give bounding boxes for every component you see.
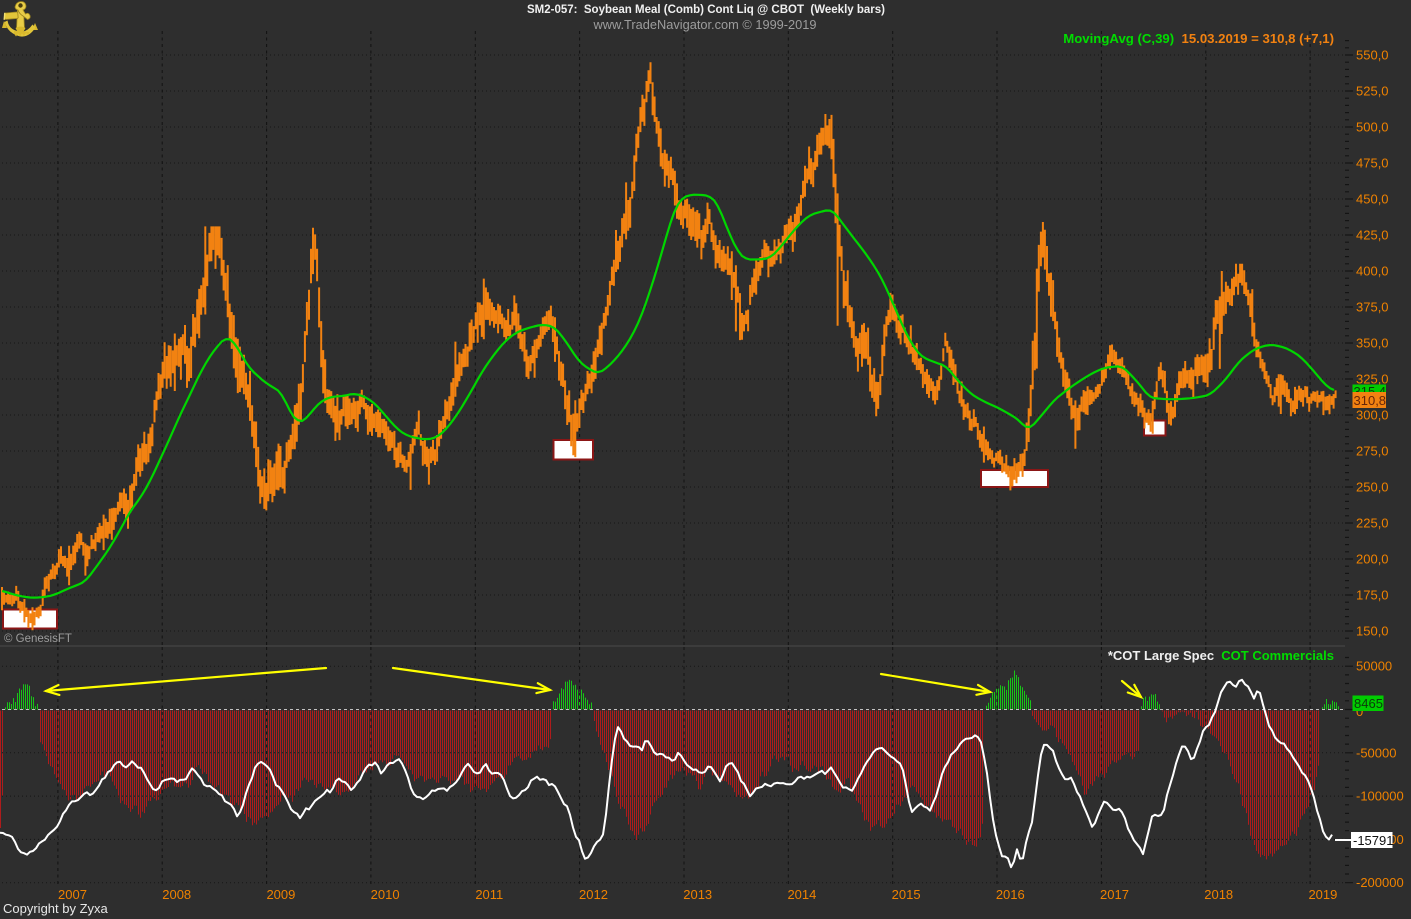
svg-text:-200000: -200000 bbox=[1356, 875, 1404, 890]
svg-text:SM2-057: Soybean Meal (Comb): SM2-057: Soybean Meal (Comb) Cont Liq @ … bbox=[527, 4, 885, 16]
svg-text:2007: 2007 bbox=[58, 887, 87, 902]
svg-text:525,0: 525,0 bbox=[1356, 84, 1389, 99]
svg-text:425,0: 425,0 bbox=[1356, 228, 1389, 243]
svg-text:0: 0 bbox=[1356, 704, 1363, 719]
svg-text:2017: 2017 bbox=[1100, 887, 1129, 902]
svg-text:275,0: 275,0 bbox=[1356, 444, 1389, 459]
svg-text:310,8: 310,8 bbox=[1354, 393, 1387, 408]
svg-text:2008: 2008 bbox=[162, 887, 191, 902]
svg-text:2009: 2009 bbox=[266, 887, 295, 902]
svg-text:2015: 2015 bbox=[892, 887, 921, 902]
svg-text:475,0: 475,0 bbox=[1356, 156, 1389, 171]
svg-text:-50000: -50000 bbox=[1356, 745, 1396, 760]
svg-text:375,0: 375,0 bbox=[1356, 300, 1389, 315]
svg-text:500,0: 500,0 bbox=[1356, 120, 1389, 135]
svg-text:© GenesisFT: © GenesisFT bbox=[4, 633, 72, 645]
svg-text:150,0: 150,0 bbox=[1356, 624, 1389, 639]
svg-text:8465: 8465 bbox=[1354, 696, 1383, 711]
svg-text:350,0: 350,0 bbox=[1356, 336, 1389, 351]
svg-text:2010: 2010 bbox=[371, 887, 400, 902]
svg-text:2011: 2011 bbox=[475, 887, 503, 902]
svg-text:www.TradeNavigator.com © 1999-: www.TradeNavigator.com © 1999-2019 bbox=[592, 17, 816, 32]
svg-text:550,0: 550,0 bbox=[1356, 48, 1389, 63]
svg-text:175,0: 175,0 bbox=[1356, 588, 1389, 603]
svg-text:450,0: 450,0 bbox=[1356, 192, 1389, 207]
svg-text:2016: 2016 bbox=[996, 887, 1025, 902]
svg-text:200,0: 200,0 bbox=[1356, 552, 1389, 567]
svg-text:Copyright by Zyxa: Copyright by Zyxa bbox=[3, 901, 109, 916]
svg-text:250,0: 250,0 bbox=[1356, 480, 1389, 495]
svg-text:-15791: -15791 bbox=[1353, 833, 1393, 848]
svg-text:2012: 2012 bbox=[579, 887, 608, 902]
svg-text:2019: 2019 bbox=[1308, 887, 1337, 902]
svg-text:2013: 2013 bbox=[683, 887, 712, 902]
svg-text:MovingAvg (C,39) 15.03.2019 =: MovingAvg (C,39) 15.03.2019 = 310,8 (+7,… bbox=[1063, 31, 1334, 46]
svg-text:50000: 50000 bbox=[1356, 659, 1392, 674]
svg-text:400,0: 400,0 bbox=[1356, 264, 1389, 279]
svg-text:225,0: 225,0 bbox=[1356, 516, 1389, 531]
svg-text:2014: 2014 bbox=[787, 887, 816, 902]
svg-text:325,0: 325,0 bbox=[1356, 372, 1389, 387]
svg-text:*COT Large Spec COT Commercia: *COT Large Spec COT Commercials bbox=[1108, 648, 1334, 663]
svg-text:2018: 2018 bbox=[1204, 887, 1233, 902]
svg-text:300,0: 300,0 bbox=[1356, 408, 1389, 423]
svg-text:-100000: -100000 bbox=[1356, 789, 1404, 804]
